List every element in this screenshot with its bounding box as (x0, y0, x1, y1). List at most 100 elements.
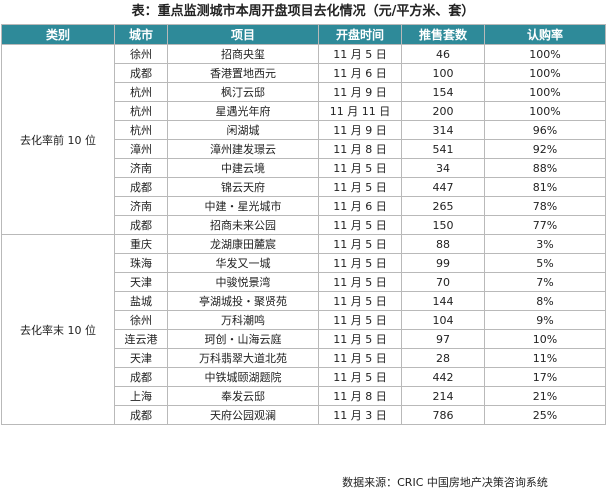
rate-cell: 100% (484, 82, 606, 102)
rate-cell: 3% (484, 234, 606, 254)
city-cell: 成都 (114, 177, 168, 197)
table-row: 济南 中建・星光城市 11 月 6 日 265 78% (2, 196, 606, 216)
units-cell: 104 (401, 310, 485, 330)
table-row: 去化率前 10 位徐州 招商央玺 11 月 5 日 46 100% (1, 44, 606, 235)
project-cell: 中铁城颐湖题院 (167, 367, 319, 387)
city-cell: 杭州 (114, 120, 168, 140)
units-cell: 88 (401, 234, 485, 254)
city-cell: 徐州 (114, 44, 168, 64)
project-cell: 华发又一城 (167, 253, 319, 273)
rate-cell: 88% (484, 158, 606, 178)
open-date-cell: 11 月 5 日 (318, 329, 402, 349)
rate-cell: 21% (484, 386, 606, 406)
units-cell: 28 (401, 348, 485, 368)
units-cell: 150 (401, 215, 485, 235)
data-source-note: 数据来源：CRIC 中国房地产决策咨询系统 (342, 476, 548, 489)
rate-cell: 11% (484, 348, 606, 368)
city-cell: 珠海 (114, 253, 168, 273)
rate-cell: 96% (484, 120, 606, 140)
open-date-cell: 11 月 11 日 (318, 101, 402, 121)
project-cell: 闲湖城 (167, 120, 319, 140)
rate-cell: 100% (484, 101, 606, 121)
units-cell: 97 (401, 329, 485, 349)
city-cell: 重庆 (114, 234, 168, 254)
open-date-cell: 11 月 5 日 (318, 177, 402, 197)
rate-cell: 17% (484, 367, 606, 387)
rate-cell: 9% (484, 310, 606, 330)
project-sales-table: 类别 城市 项目 开盘时间 推售套数 认购率 去化率前 10 位徐州 招商央玺 11… (1, 24, 606, 425)
city-cell: 上海 (114, 386, 168, 406)
open-date-cell: 11 月 5 日 (318, 253, 402, 273)
header-category: 类别 (1, 24, 115, 45)
units-cell: 100 (401, 63, 485, 83)
rate-cell: 92% (484, 139, 606, 159)
units-cell: 314 (401, 120, 485, 140)
project-cell: 奉发云邸 (167, 386, 319, 406)
units-cell: 786 (401, 405, 485, 425)
open-date-cell: 11 月 8 日 (318, 386, 402, 406)
rate-cell: 25% (484, 405, 606, 425)
open-date-cell: 11 月 8 日 (318, 139, 402, 159)
table-row: 天津 中骏悦景湾 11 月 5 日 70 7% (2, 272, 606, 292)
project-cell: 招商央玺 (167, 44, 319, 64)
table-row: 漳州 漳州建发璟云 11 月 8 日 541 92% (2, 139, 606, 159)
table-title: 表：重点监测城市本周开盘项目去化情况（元/平方米、套） (131, 4, 475, 19)
header-rate: 认购率 (484, 24, 606, 45)
table-row: 杭州 星遇光年府 11 月 11 日 200 100% (2, 101, 606, 121)
city-cell: 济南 (114, 196, 168, 216)
open-date-cell: 11 月 5 日 (318, 348, 402, 368)
units-cell: 447 (401, 177, 485, 197)
city-cell: 成都 (114, 63, 168, 83)
open-date-cell: 11 月 5 日 (318, 291, 402, 311)
city-cell: 连云港 (114, 329, 168, 349)
header-open-date: 开盘时间 (318, 24, 402, 45)
city-cell: 天津 (114, 272, 168, 292)
units-cell: 265 (401, 196, 485, 216)
header-row: 类别 城市 项目 开盘时间 推售套数 认购率 (1, 24, 606, 45)
units-cell: 34 (401, 158, 485, 178)
units-cell: 70 (401, 272, 485, 292)
table-body: 去化率前 10 位徐州 招商央玺 11 月 5 日 46 100% 成都 香港置地西元 11 … (1, 44, 606, 425)
units-cell: 214 (401, 386, 485, 406)
project-cell: 万科潮鸣 (167, 310, 319, 330)
project-cell: 中建云境 (167, 158, 319, 178)
city-cell: 成都 (114, 215, 168, 235)
open-date-cell: 11 月 5 日 (318, 215, 402, 235)
project-cell: 珂创・山海云庭 (167, 329, 319, 349)
units-cell: 99 (401, 253, 485, 273)
header-project: 项目 (167, 24, 319, 45)
rate-cell: 5% (484, 253, 606, 273)
project-cell: 漳州建发璟云 (167, 139, 319, 159)
units-cell: 46 (401, 44, 485, 64)
open-date-cell: 11 月 5 日 (318, 44, 402, 64)
open-date-cell: 11 月 5 日 (318, 367, 402, 387)
units-cell: 442 (401, 367, 485, 387)
project-cell: 星遇光年府 (167, 101, 319, 121)
city-cell: 盐城 (114, 291, 168, 311)
rate-cell: 100% (484, 63, 606, 83)
project-cell: 中骏悦景湾 (167, 272, 319, 292)
rate-cell: 7% (484, 272, 606, 292)
rate-cell: 81% (484, 177, 606, 197)
project-cell: 锦云天府 (167, 177, 319, 197)
header-units: 推售套数 (401, 24, 485, 45)
open-date-cell: 11 月 6 日 (318, 196, 402, 216)
rate-cell: 77% (484, 215, 606, 235)
rate-cell: 8% (484, 291, 606, 311)
project-cell: 天府公园观澜 (167, 405, 319, 425)
table-row: 成都 天府公园观澜 11 月 3 日 786 25% (2, 405, 606, 425)
city-cell: 济南 (114, 158, 168, 178)
table-row: 成都 香港置地西元 11 月 6 日 100 100% (2, 63, 606, 83)
open-date-cell: 11 月 5 日 (318, 272, 402, 292)
group-label: 去化率前 10 位 (1, 44, 115, 235)
table-row: 杭州 闲湖城 11 月 9 日 314 96% (2, 120, 606, 140)
city-cell: 杭州 (114, 82, 168, 102)
city-cell: 天津 (114, 348, 168, 368)
city-cell: 杭州 (114, 101, 168, 121)
rate-cell: 100% (484, 44, 606, 64)
group-label: 去化率末 10 位 (1, 234, 115, 425)
open-date-cell: 11 月 3 日 (318, 405, 402, 425)
header-city: 城市 (114, 24, 168, 45)
units-cell: 144 (401, 291, 485, 311)
city-cell: 徐州 (114, 310, 168, 330)
